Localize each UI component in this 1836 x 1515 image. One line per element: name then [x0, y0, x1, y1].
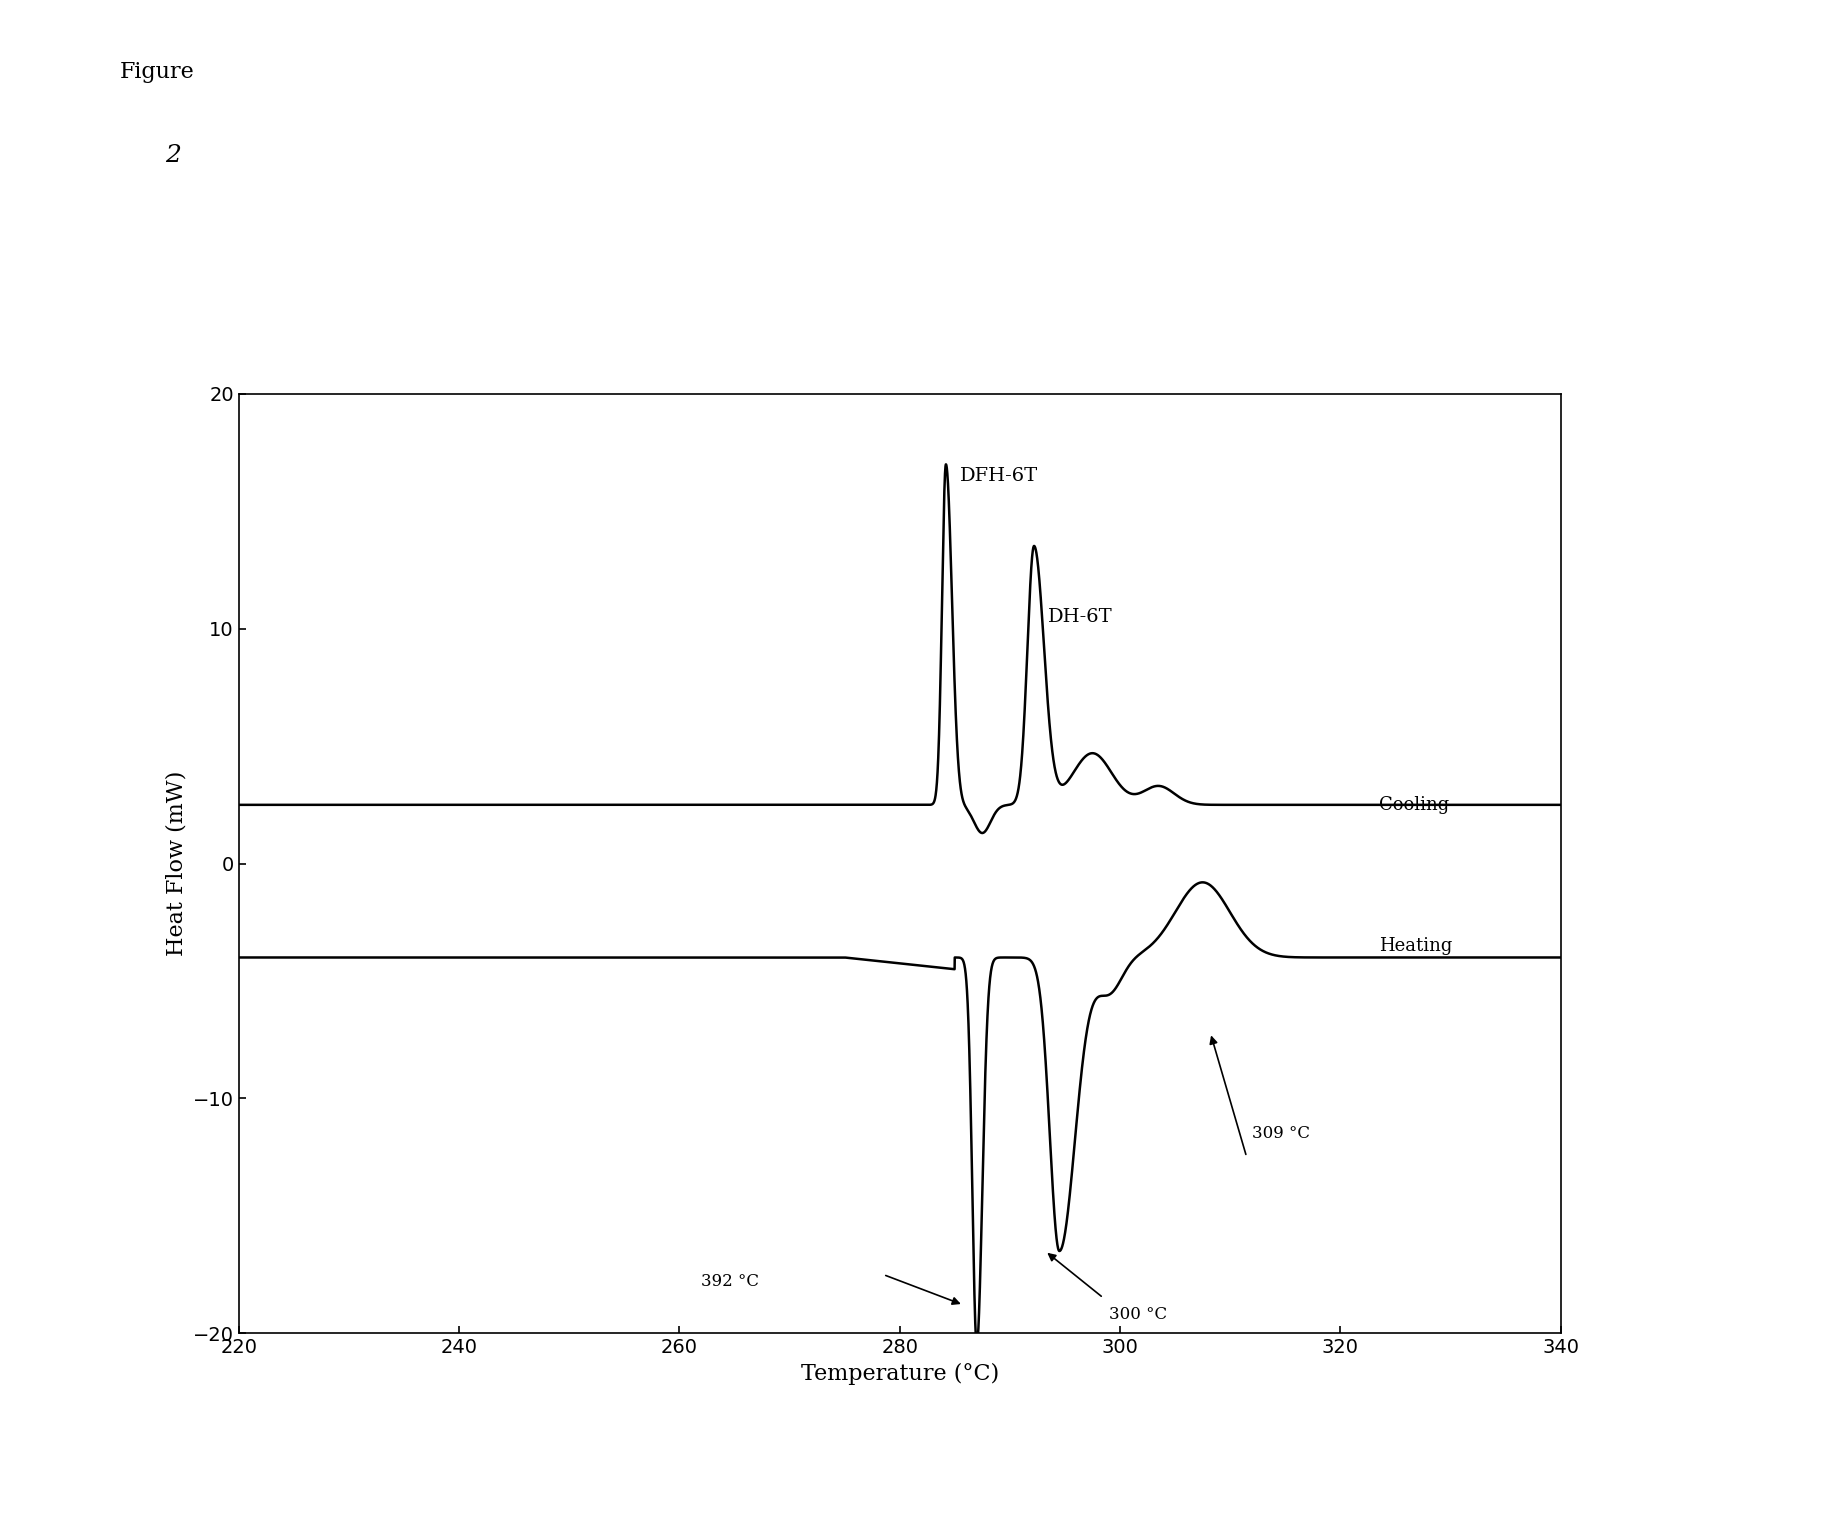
Y-axis label: Heat Flow (mW): Heat Flow (mW): [165, 771, 187, 956]
Text: DFH-6T: DFH-6T: [960, 467, 1039, 485]
Text: Figure: Figure: [119, 61, 195, 83]
Text: 309 °C: 309 °C: [1252, 1126, 1311, 1142]
X-axis label: Temperature (°C): Temperature (°C): [800, 1362, 999, 1385]
Text: 2: 2: [165, 144, 182, 167]
Text: DH-6T: DH-6T: [1048, 608, 1113, 626]
Text: 392 °C: 392 °C: [701, 1273, 760, 1291]
Text: Heating: Heating: [1379, 936, 1452, 954]
Text: 300 °C: 300 °C: [1109, 1306, 1168, 1323]
Text: Cooling: Cooling: [1379, 795, 1449, 814]
